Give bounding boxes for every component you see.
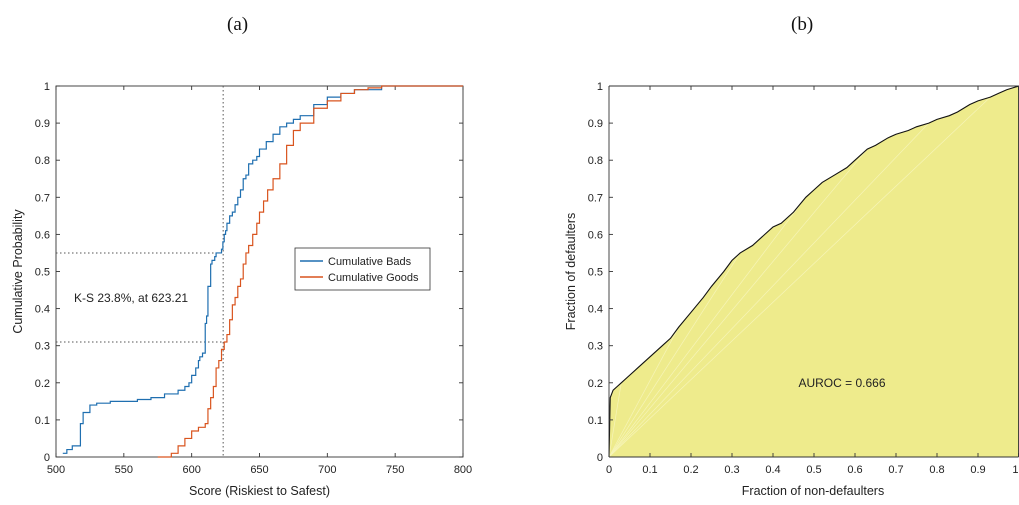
x-axis-label: Fraction of non-defaulters (742, 484, 884, 498)
y-tick-label: 0.8 (588, 155, 603, 167)
y-tick-label: 0.6 (35, 229, 50, 241)
x-tick-label: 0 (606, 464, 612, 476)
y-tick-label: 0 (597, 452, 603, 464)
y-tick-label: 0.9 (588, 118, 603, 130)
x-tick-label: 0.1 (642, 464, 657, 476)
panel-a-label: (a) (227, 14, 249, 35)
y-tick-label: 1 (44, 81, 50, 93)
y-tick-label: 0.7 (588, 192, 603, 204)
y-tick-label: 0.5 (35, 267, 50, 279)
y-tick-label: 0.1 (588, 415, 603, 427)
x-tick-label: 0.6 (847, 464, 862, 476)
x-tick-label: 750 (386, 464, 404, 476)
roc-fill-streak (608, 252, 741, 458)
roc-fill-streak (608, 122, 930, 458)
x-tick-label: 0.8 (929, 464, 944, 476)
x-tick-label: 0.9 (970, 464, 985, 476)
legend-goods-label: Cumulative Goods (328, 272, 419, 284)
y-axis-label: Cumulative Probability (11, 209, 25, 334)
y-tick-label: 0.4 (588, 304, 603, 316)
cdf-chart: 500 550 600 650 700 750 800 0 0.1 0.2 0.3 0.4 0.5 0.6… (11, 81, 472, 498)
y-tick-label: 0.1 (35, 415, 50, 427)
goods-cdf-line (157, 85, 463, 458)
x-tick-label: 700 (318, 464, 336, 476)
roc-area-fill (609, 86, 1019, 457)
roc-fill-streak (608, 382, 622, 458)
y-tick-label: 0.7 (35, 192, 50, 204)
x-tick-label: 0.5 (806, 464, 821, 476)
x-axis-label: Score (Riskiest to Safest) (189, 484, 330, 498)
roc-fill-streak (608, 96, 991, 458)
y-axis-label: Fraction of defaulters (564, 213, 578, 330)
y-tick-label: 0.3 (35, 341, 50, 353)
y-tick-label: 0 (44, 452, 50, 464)
y-tick-label: 0.8 (35, 155, 50, 167)
x-tick-label: 1 (1012, 464, 1018, 476)
y-tick-label: 0.3 (588, 341, 603, 353)
y-tick-label: 0.2 (588, 378, 603, 390)
x-tick-label: 0.2 (683, 464, 698, 476)
y-tick-label: 0.2 (35, 378, 50, 390)
y-tick-label: 0.4 (35, 304, 50, 316)
y-tick-label: 0.6 (588, 229, 603, 241)
bads-cdf-line (62, 85, 463, 454)
x-tick-label: 600 (182, 464, 200, 476)
x-tick-label: 550 (115, 464, 133, 476)
x-tick-label: 0.3 (724, 464, 739, 476)
ks-annotation: K-S 23.8%, at 623.21 (74, 291, 188, 305)
legend-box (294, 247, 431, 291)
x-tick-label: 500 (47, 464, 65, 476)
y-tick-label: 1 (597, 81, 603, 93)
roc-fill-streak (608, 148, 868, 458)
auroc-annotation: AUROC = 0.666 (798, 376, 885, 390)
y-tick-label: 0.9 (35, 118, 50, 130)
x-tick-label: 650 (250, 464, 268, 476)
roc-fill-streak (608, 326, 680, 458)
y-tick-label: 0.5 (588, 267, 603, 279)
panel-b-label: (b) (791, 14, 814, 35)
x-tick-label: 0.7 (888, 464, 903, 476)
x-tick-label: 800 (454, 464, 472, 476)
legend-bads-label: Cumulative Bads (328, 256, 412, 268)
roc-fill-streak (608, 197, 807, 458)
x-tick-label: 0.4 (765, 464, 780, 476)
roc-curve-line (608, 85, 1019, 458)
